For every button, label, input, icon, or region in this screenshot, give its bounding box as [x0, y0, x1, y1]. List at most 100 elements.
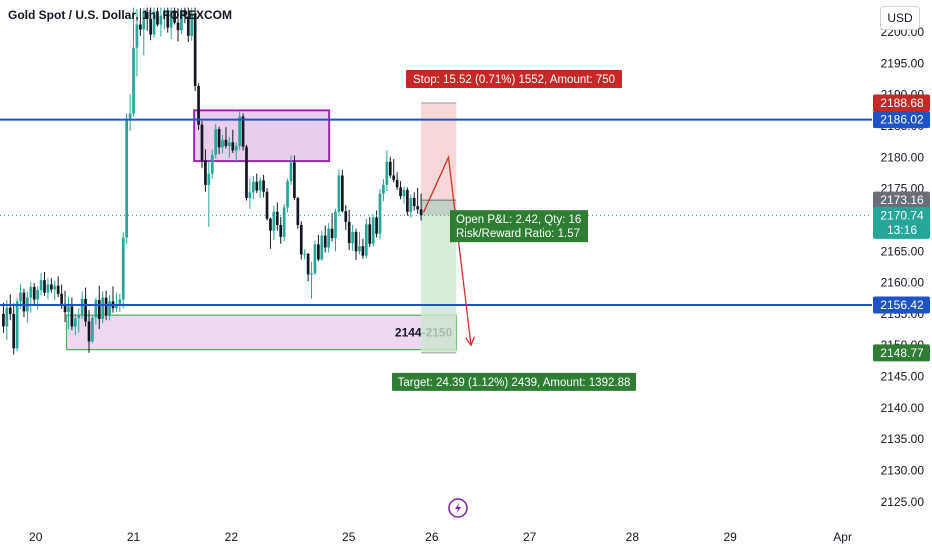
- candle-body: [286, 181, 289, 208]
- candle-body: [87, 321, 91, 342]
- zone-box: [65, 314, 457, 351]
- y-tick-label: 2160.00: [881, 276, 925, 290]
- candle-body: [275, 211, 279, 225]
- x-tick-label: 25: [342, 530, 356, 544]
- candle-body: [221, 139, 224, 148]
- candle-body: [73, 318, 77, 327]
- candle-body: [145, 12, 149, 19]
- candle-body: [378, 193, 382, 234]
- candle-body: [84, 298, 87, 322]
- candle-body: [382, 184, 385, 194]
- candle-body: [399, 187, 402, 197]
- candle-body: [231, 142, 235, 151]
- candle-body: [334, 211, 337, 239]
- x-tick-label: 21: [127, 530, 141, 544]
- candle-body: [354, 231, 358, 252]
- candle-body: [152, 11, 156, 35]
- projection-arrow-layer: [422, 154, 475, 347]
- candle-body: [128, 113, 132, 119]
- candle-body: [262, 180, 265, 192]
- projection-arrowhead: [465, 336, 475, 347]
- candle-body: [118, 299, 122, 304]
- candle-body: [313, 244, 317, 274]
- chart-title: Gold Spot / U.S. Dollar, 1h, FOREXCOM: [8, 8, 232, 22]
- candle-body: [296, 198, 300, 225]
- price-badge: 2173.16: [880, 193, 924, 207]
- candle-body: [409, 198, 413, 212]
- candle-body: [22, 292, 26, 312]
- candle-body: [310, 273, 313, 275]
- candle-body: [56, 285, 60, 294]
- candle-body: [97, 300, 101, 319]
- current-price-badge-countdown: 13:16: [887, 223, 917, 237]
- candle-body: [392, 175, 396, 180]
- candle-body: [272, 211, 276, 231]
- candle-body: [135, 24, 139, 48]
- candle-body: [149, 18, 152, 35]
- stop-label-box: [406, 69, 622, 88]
- candle-body: [299, 224, 303, 255]
- candle-body: [248, 192, 252, 199]
- current-price-badge-bg: [873, 206, 930, 239]
- candle-body: [388, 161, 392, 176]
- candle-body: [166, 10, 170, 28]
- target-label-box: [392, 372, 636, 391]
- candle-body: [361, 246, 365, 256]
- x-tick-label: 27: [523, 530, 537, 544]
- candle-body: [15, 301, 19, 349]
- candle-body: [176, 22, 180, 31]
- candle-body: [46, 284, 50, 293]
- candle-body: [289, 162, 293, 182]
- candle-body: [406, 189, 409, 212]
- candle-body: [279, 224, 283, 237]
- candle-body: [214, 129, 218, 155]
- y-tick-label: 2165.00: [881, 244, 925, 258]
- candle-body: [200, 124, 204, 161]
- candle-body: [94, 300, 98, 318]
- candle-body: [344, 211, 348, 222]
- x-tick-label: 28: [626, 530, 640, 544]
- candle-body: [80, 298, 84, 315]
- lightning-icon[interactable]: [448, 498, 468, 518]
- candle-body: [351, 231, 354, 244]
- candles-layer: [2, 7, 423, 355]
- stop-zone: [421, 102, 457, 201]
- position-info-box: [450, 210, 588, 243]
- candle-body: [255, 181, 259, 191]
- candle-body: [159, 15, 163, 25]
- candle-body: [36, 290, 40, 300]
- candle-body: [132, 47, 135, 114]
- candle-body: [340, 175, 344, 212]
- candle-body: [245, 146, 248, 199]
- candle-body: [258, 180, 262, 191]
- candle-body: [70, 306, 74, 327]
- candle-body: [282, 207, 286, 237]
- candle-body: [180, 10, 183, 31]
- x-tick-label: 29: [723, 530, 737, 544]
- y-tick-label: 2145.00: [881, 370, 925, 384]
- candle-body: [169, 10, 173, 28]
- candle-body: [402, 189, 406, 197]
- candle-body: [412, 198, 416, 207]
- candle-body: [395, 179, 399, 188]
- candle-body: [347, 221, 351, 244]
- y-tick-label: 2195.00: [881, 56, 925, 70]
- candle-body: [317, 244, 320, 260]
- candle-body: [204, 160, 207, 185]
- axes-layer: 2125.002130.002135.002140.002145.002150.…: [29, 25, 930, 544]
- candle-body: [190, 13, 194, 36]
- currency-button[interactable]: USD: [880, 6, 920, 30]
- candle-body: [364, 224, 368, 256]
- level-badge: 2186.02: [880, 113, 924, 127]
- candle-body: [375, 217, 378, 234]
- candle-body: [142, 12, 146, 30]
- candle-body: [238, 116, 241, 147]
- candle-body: [224, 139, 228, 147]
- candle-body: [173, 10, 176, 23]
- candle-body: [67, 306, 70, 313]
- candle-body: [8, 307, 12, 314]
- y-tick-label: 2125.00: [881, 495, 925, 509]
- candle-body: [139, 24, 142, 30]
- y-tick-label: 2135.00: [881, 432, 925, 446]
